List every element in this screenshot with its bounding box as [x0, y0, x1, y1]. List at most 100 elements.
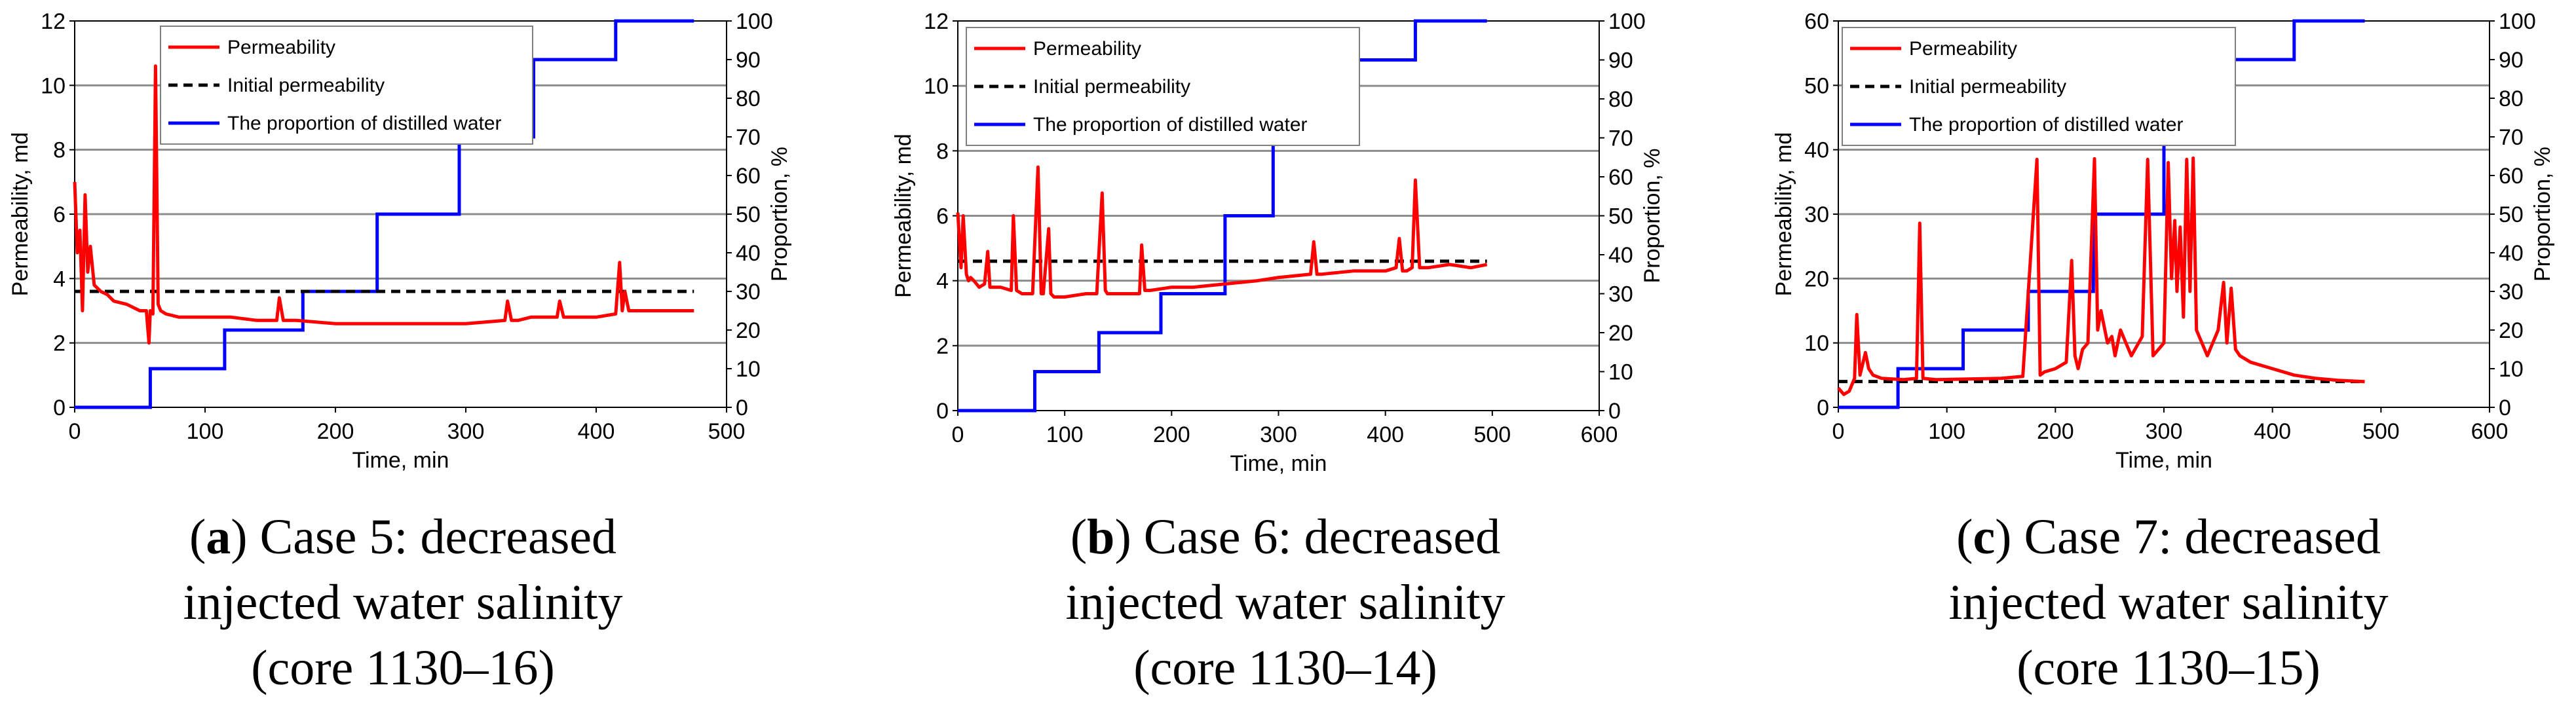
- chart-a-xlabel: Time, min: [352, 448, 449, 473]
- chart-b-xtick-0: 0: [952, 422, 964, 447]
- chart-c-xtick-600: 600: [2471, 419, 2509, 444]
- chart-b-xtick-400: 400: [1367, 422, 1404, 447]
- caption-b: (b) Case 6: decreased injected water sal…: [925, 504, 1646, 701]
- chart-c-xtick-300: 300: [2146, 419, 2183, 444]
- chart-b: 0 2 4 6 8 10 12 0 10 20 30 40 50 60 70 80 90 100 0 100 200 30…: [891, 9, 1665, 476]
- chart-a-ytick-right-60: 60: [736, 164, 761, 189]
- chart-a-xtick-100: 100: [187, 419, 224, 444]
- chart-c-ytick-right-30: 30: [2499, 280, 2524, 305]
- caption-c-letter: c: [1973, 509, 1996, 564]
- chart-a-ytick-left-8: 8: [53, 138, 66, 163]
- chart-a-xtick-200: 200: [317, 419, 354, 444]
- chart-c-ytick-right-10: 10: [2499, 357, 2524, 382]
- caption-c: (c) Case 7: decreased injected water sal…: [1808, 504, 2529, 701]
- chart-a-legend-label-0: Permeability: [227, 37, 335, 58]
- chart-c-series-permeability-line: [1837, 156, 2365, 396]
- chart-b-ytick-right-0: 0: [1608, 399, 1621, 424]
- chart-a-ytick-left-12: 12: [41, 9, 66, 34]
- chart-a-ytick-left-6: 6: [53, 202, 66, 227]
- chart-b-ytick-right-70: 70: [1608, 126, 1633, 151]
- chart-c-ytick-left-50: 50: [1804, 73, 1829, 98]
- chart-c-xtick-0: 0: [1832, 419, 1845, 444]
- caption-c-line-2: injected water salinity: [1948, 575, 2389, 630]
- chart-c-legend-label-2: The proportion of distilled water: [1909, 114, 2184, 136]
- chart-b-legend-label-2: The proportion of distilled water: [1033, 114, 1308, 136]
- chart-a-xtick-400: 400: [578, 419, 615, 444]
- chart-b-ytick-right-30: 30: [1608, 282, 1633, 307]
- chart-a-xtick-300: 300: [447, 419, 485, 444]
- chart-a-ytick-right-90: 90: [736, 48, 761, 73]
- chart-c-legend: Permeability Initial permeability The prop…: [1842, 27, 2236, 146]
- chart-b-xtick-300: 300: [1260, 422, 1297, 447]
- chart-c-ytick-left-60: 60: [1804, 9, 1829, 34]
- chart-a-ytick-right-30: 30: [736, 280, 761, 305]
- chart-b-ytick-right-20: 20: [1608, 321, 1633, 346]
- chart-a-legend-frame: [160, 26, 533, 145]
- chart-c-ytick-left-30: 30: [1804, 202, 1829, 227]
- chart-a-series-proportion-line: [75, 19, 694, 409]
- chart-b-ylabel-left: Permeability, md: [891, 134, 916, 298]
- chart-a-ytick-right-40: 40: [736, 241, 761, 266]
- caption-a-line-2: injected water salinity: [183, 575, 623, 630]
- chart-a-legend-label-1: Initial permeability: [227, 75, 385, 96]
- chart-a-ytick-right-80: 80: [736, 86, 761, 111]
- chart-b-legend: Permeability Initial permeability The prop…: [966, 27, 1360, 146]
- chart-b-legend-label-1: Initial permeability: [1033, 76, 1190, 98]
- chart-c-ytick-right-50: 50: [2499, 202, 2524, 227]
- chart-a-ylabel-left: Permeability, md: [8, 132, 33, 297]
- caption-b-line-1: (b) Case 6: decreased: [1070, 509, 1501, 564]
- chart-b-ytick-left-2: 2: [936, 334, 949, 359]
- chart-b-ytick-right-10: 10: [1608, 360, 1633, 385]
- caption-c-line-3: (core 1130–15): [2017, 640, 2320, 695]
- chart-b-ytick-right-100: 100: [1608, 9, 1646, 34]
- chart-b-ytick-right-60: 60: [1608, 165, 1633, 190]
- caption-b-letter: b: [1087, 509, 1115, 564]
- chart-c-series-proportion-line: [1838, 19, 2365, 409]
- chart-c-ytick-left-10: 10: [1804, 331, 1829, 356]
- chart-b-ytick-left-8: 8: [936, 139, 949, 164]
- chart-c-ytick-right-20: 20: [2499, 318, 2524, 343]
- chart-c-xlabel: Time, min: [2115, 448, 2212, 473]
- chart-b-ytick-right-40: 40: [1608, 243, 1633, 268]
- caption-a-letter: a: [206, 509, 231, 564]
- chart-b-ytick-left-0: 0: [936, 399, 949, 424]
- chart-a-xtick-500: 500: [708, 419, 746, 444]
- chart-b-xtick-500: 500: [1473, 422, 1511, 447]
- chart-a-ytick-left-0: 0: [53, 396, 66, 420]
- caption-a-line-3: (core 1130–16): [251, 640, 555, 695]
- caption-c-line-1: (c) Case 7: decreased: [1956, 509, 2381, 564]
- chart-b-ytick-right-90: 90: [1608, 48, 1633, 73]
- chart-a-ylabel-right: Proportion, %: [767, 147, 792, 282]
- chart-b-series-permeability-line: [956, 165, 1488, 299]
- chart-a-legend-label-2: The proportion of distilled water: [227, 113, 502, 134]
- caption-a-line-1: (a) Case 5: decreased: [189, 509, 616, 564]
- chart-a-ytick-right-70: 70: [736, 125, 761, 150]
- chart-c-ytick-left-0: 0: [1817, 396, 1829, 420]
- chart-a-ytick-left-4: 4: [53, 267, 66, 291]
- chart-b-series-proportion-line: [958, 19, 1487, 413]
- chart-c-ylabel-right: Proportion, %: [2530, 147, 2555, 282]
- caption-c-line-1-text: ) Case 7: decreased: [1995, 509, 2381, 564]
- chart-b-xtick-100: 100: [1046, 422, 1084, 447]
- chart-b-xtick-600: 600: [1581, 422, 1618, 447]
- caption-b-line-3: (core 1130–14): [1133, 640, 1437, 695]
- caption-a-line-1-text: ) Case 5: decreased: [231, 509, 616, 564]
- chart-c-ytick-left-40: 40: [1804, 138, 1829, 163]
- chart-b-ytick-left-6: 6: [936, 204, 949, 229]
- chart-b-ylabel-right: Proportion, %: [1640, 149, 1665, 284]
- chart-c-xtick-200: 200: [2037, 419, 2074, 444]
- chart-a-xtick-0: 0: [69, 419, 81, 444]
- chart-b-ytick-left-10: 10: [924, 74, 949, 99]
- caption-a: (a) Case 5: decreased injected water sal…: [43, 504, 763, 701]
- chart-c-ytick-right-100: 100: [2499, 9, 2536, 34]
- chart-c-xtick-500: 500: [2362, 419, 2400, 444]
- chart-c-legend-frame: [1842, 27, 2236, 146]
- chart-c-ytick-right-60: 60: [2499, 164, 2524, 189]
- chart-a-ytick-left-2: 2: [53, 331, 66, 356]
- chart-b-xlabel: Time, min: [1230, 451, 1327, 476]
- chart-c-ytick-right-40: 40: [2499, 241, 2524, 266]
- chart-a-ytick-right-100: 100: [736, 9, 773, 34]
- chart-c-xtick-100: 100: [1928, 419, 1965, 444]
- chart-a-ytick-right-20: 20: [736, 318, 761, 343]
